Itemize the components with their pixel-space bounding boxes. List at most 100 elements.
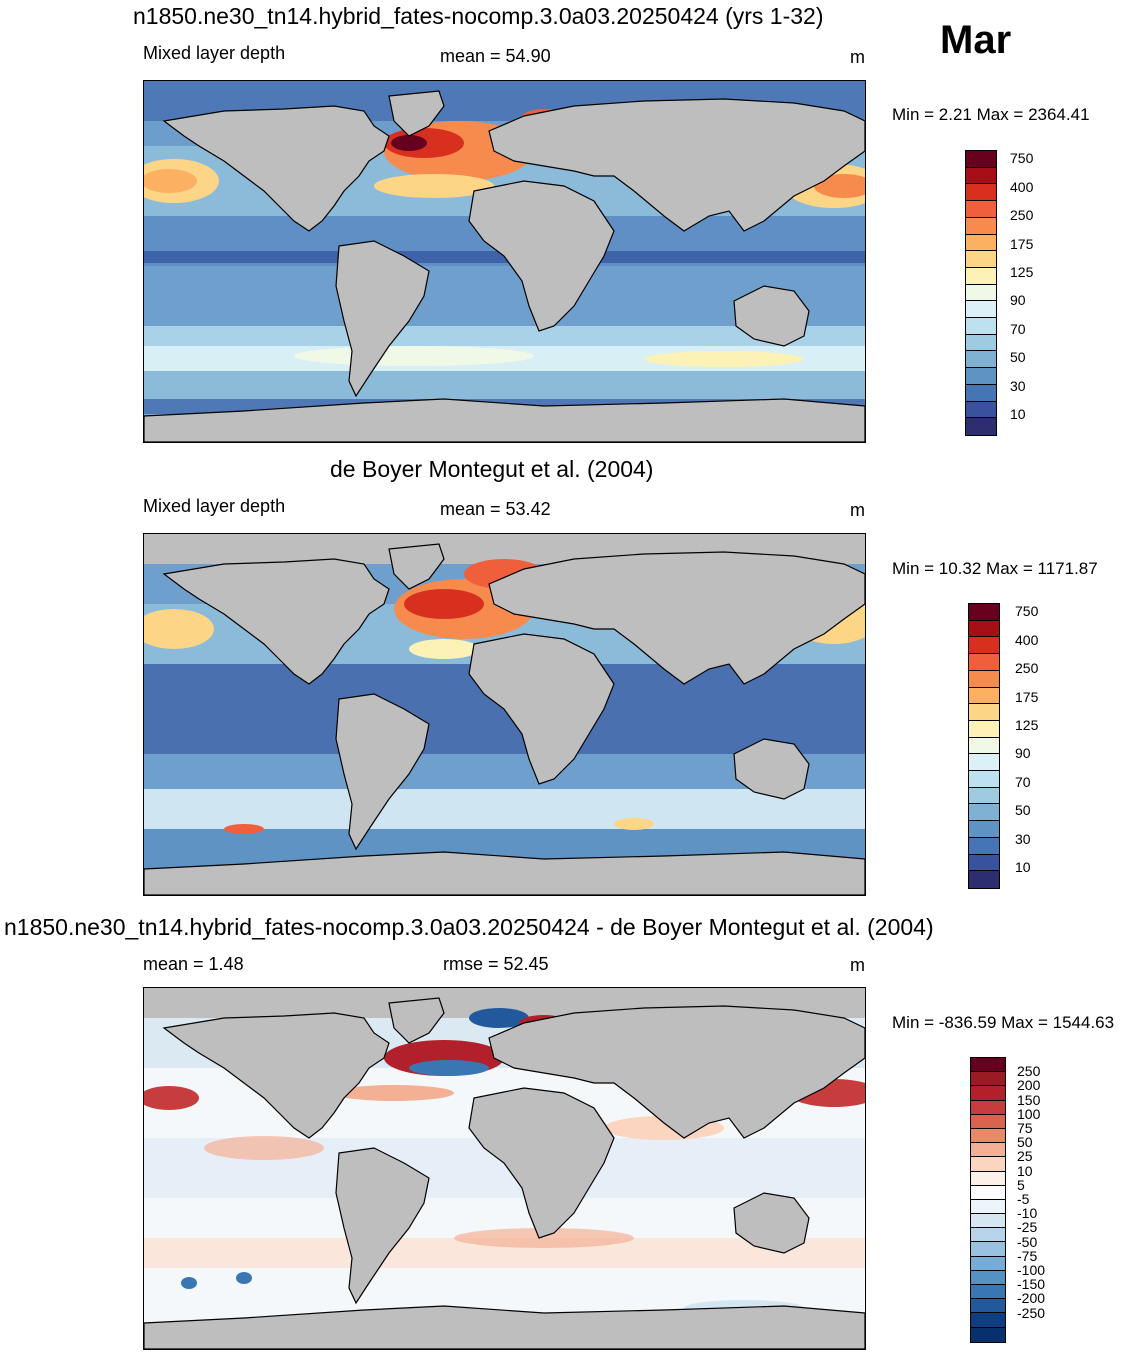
panel-3-rmse-label: rmse = 52.45 <box>443 954 549 974</box>
colorbar-label: 50 <box>1015 802 1031 819</box>
panel-3-units: m <box>850 955 865 975</box>
colorbar-swatch <box>971 1171 1005 1186</box>
colorbar-swatch <box>969 670 999 688</box>
colorbar-swatch <box>971 1143 1005 1158</box>
colorbar-label: 400 <box>1015 631 1039 648</box>
colorbar-label: 250 <box>1010 207 1034 224</box>
colorbar-label: -250 <box>1017 1304 1046 1321</box>
colorbar-swatch <box>969 620 999 638</box>
colorbar-label: 90 <box>1015 745 1031 762</box>
panel-2-variable-label: Mixed layer depth <box>143 496 286 516</box>
colorbar-label: 175 <box>1010 235 1034 252</box>
colorbar-swatch <box>971 1313 1005 1328</box>
colorbar-swatch <box>971 1228 1005 1243</box>
colorbar-swatch <box>969 687 999 705</box>
colorbar-swatch <box>971 1157 1005 1172</box>
colorbar-swatch <box>969 771 999 788</box>
colorbar-swatch <box>966 151 996 168</box>
colorbar-swatch <box>969 704 999 721</box>
colorbar-swatch <box>971 1327 1005 1342</box>
colorbar-label: 750 <box>1015 603 1039 620</box>
colorbar-swatch <box>969 787 999 805</box>
panel-2-mean-label: mean = 53.42 <box>440 499 551 519</box>
colorbar-swatch <box>966 334 996 352</box>
panel-1-units: m <box>850 47 865 67</box>
panel-2-minmax: Min = 10.32 Max = 1171.87 <box>892 559 1098 578</box>
colorbar-swatch <box>966 217 996 235</box>
panel-2-title: de Boyer Montegut et al. (2004) <box>330 456 654 482</box>
colorbar-label: 125 <box>1015 716 1039 733</box>
colorbar-label: -100 <box>1017 1262 1046 1278</box>
panel-3-minmax: Min = -836.59 Max = 1544.63 <box>892 1013 1115 1032</box>
colorbar-swatch <box>971 1270 1005 1285</box>
colorbar-swatch <box>969 720 999 738</box>
colorbar-swatch <box>971 1185 1005 1200</box>
colorbar-swatch <box>966 351 996 369</box>
colorbar-label: 125 <box>1010 263 1034 280</box>
colorbar-label: 250 <box>1017 1063 1041 1080</box>
colorbar-label: 150 <box>1017 1091 1041 1108</box>
panel-2-units: m <box>850 500 865 520</box>
panel-3-mean-label: mean = 1.48 <box>143 954 244 974</box>
colorbar-swatch <box>971 1199 1005 1215</box>
colorbar-label: 90 <box>1010 292 1026 309</box>
colorbar-swatch <box>969 754 999 772</box>
colorbar-label: 50 <box>1017 1134 1033 1151</box>
colorbar-swatch <box>966 401 996 419</box>
colorbar-label: -10 <box>1017 1205 1038 1222</box>
colorbar-swatch <box>966 251 996 268</box>
month-label: Mar <box>940 18 1012 62</box>
colorbar-swatch <box>966 167 996 185</box>
colorbar-swatch <box>971 1285 1005 1300</box>
colorbar-swatch <box>971 1299 1005 1314</box>
colorbar-label: 70 <box>1015 773 1031 790</box>
panel-2-map-canvas <box>144 534 865 895</box>
colorbar-swatch <box>966 318 996 335</box>
colorbar-label: -25 <box>1017 1219 1038 1236</box>
panel-1-map <box>143 80 866 443</box>
colorbar-swatch <box>969 654 999 671</box>
colorbar-swatch <box>971 1214 1005 1229</box>
colorbar-label: 30 <box>1015 830 1031 847</box>
colorbar-swatch <box>969 837 999 855</box>
colorbar-swatch <box>971 1100 1005 1115</box>
colorbar-label: 10 <box>1017 1162 1033 1179</box>
colorbar-label: 250 <box>1015 660 1039 677</box>
panel-2-colorbar <box>968 603 1000 889</box>
colorbar-label: 175 <box>1015 688 1039 705</box>
colorbar-swatch <box>969 854 999 872</box>
colorbar-swatch <box>969 804 999 822</box>
colorbar-swatch <box>966 201 996 218</box>
colorbar-label: -150 <box>1017 1276 1046 1293</box>
colorbar-label: 25 <box>1017 1148 1033 1165</box>
panel-3-title: n1850.ne30_tn14.hybrid_fates-nocomp.3.0a… <box>4 914 934 940</box>
panel-3-map <box>143 987 866 1350</box>
colorbar-label: 10 <box>1010 405 1026 422</box>
colorbar-label: -5 <box>1017 1191 1030 1207</box>
colorbar-swatch <box>969 737 999 755</box>
colorbar-label: 70 <box>1010 320 1026 337</box>
colorbar-label: 10 <box>1015 858 1031 875</box>
panel-1-variable-label: Mixed layer depth <box>143 43 286 63</box>
panel-3-colorbar <box>970 1057 1006 1343</box>
colorbar-label: 200 <box>1017 1077 1041 1094</box>
colorbar-swatch <box>971 1242 1005 1257</box>
colorbar-label: -50 <box>1017 1233 1038 1250</box>
colorbar-label: -75 <box>1017 1247 1038 1264</box>
colorbar-swatch <box>966 418 996 435</box>
colorbar-label: 100 <box>1017 1105 1041 1122</box>
panel-1-colorbar <box>965 150 997 436</box>
colorbar-swatch <box>966 234 996 252</box>
colorbar-label: -200 <box>1017 1290 1046 1307</box>
colorbar-swatch <box>971 1256 1005 1271</box>
panel-1-title: n1850.ne30_tn14.hybrid_fates-nocomp.3.0a… <box>133 3 824 29</box>
panel-1-mean-label: mean = 54.90 <box>440 46 551 66</box>
colorbar-swatch <box>969 821 999 838</box>
panel-1-minmax: Min = 2.21 Max = 2364.41 <box>892 105 1090 124</box>
panel-1-map-canvas <box>144 81 865 442</box>
colorbar-swatch <box>966 368 996 385</box>
colorbar-swatch <box>969 604 999 621</box>
colorbar-swatch <box>971 1058 1005 1073</box>
colorbar-swatch <box>966 384 996 402</box>
colorbar-swatch <box>971 1086 1005 1101</box>
